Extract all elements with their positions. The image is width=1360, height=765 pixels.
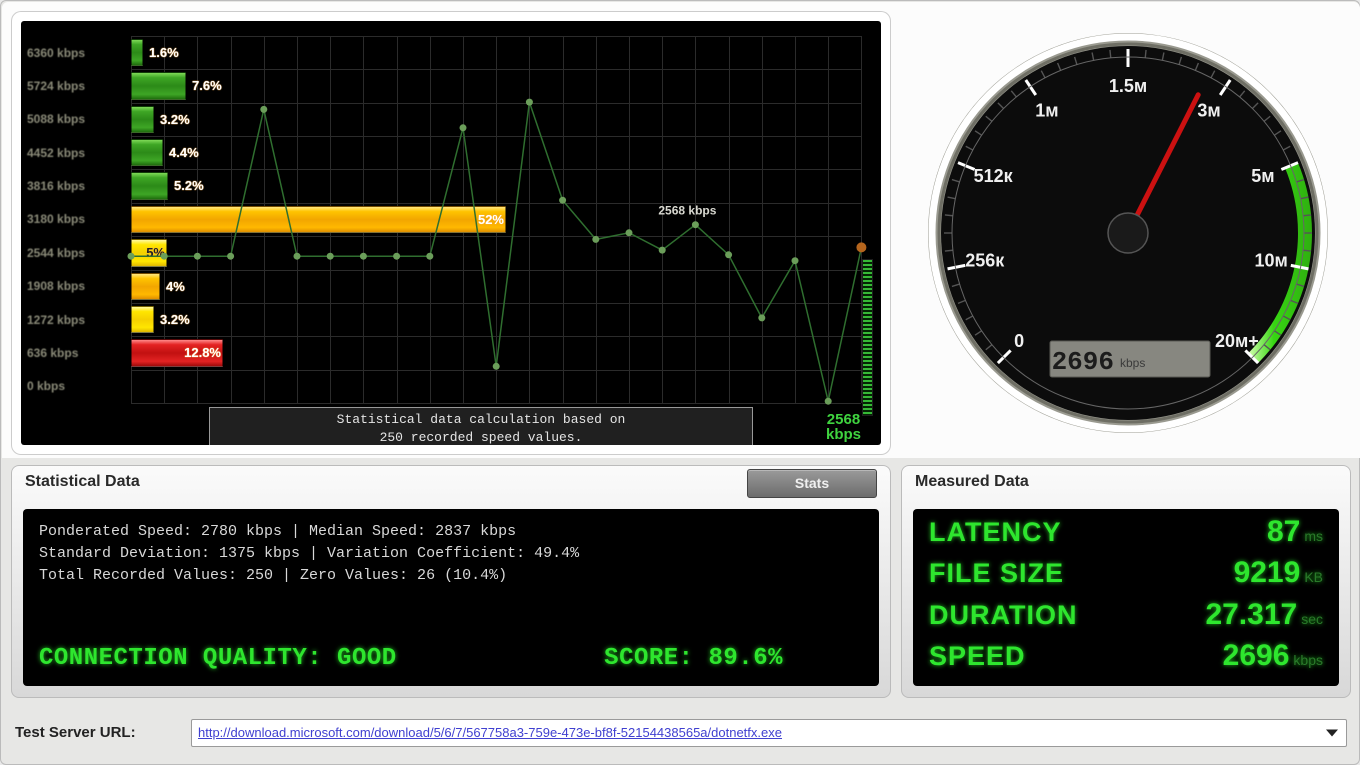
svg-text:10м: 10м (1255, 251, 1288, 271)
svg-text:5м: 5м (1251, 166, 1274, 186)
svg-text:1.5м: 1.5м (1109, 76, 1147, 96)
svg-text:1м: 1м (1035, 101, 1058, 121)
svg-text:512к: 512к (974, 166, 1014, 186)
svg-text:kbps: kbps (1120, 356, 1145, 370)
svg-text:2568 kbps: 2568 kbps (658, 204, 716, 218)
svg-text:0: 0 (1014, 331, 1024, 351)
svg-text:256к: 256к (965, 251, 1005, 271)
svg-text:2696: 2696 (1052, 347, 1114, 377)
svg-text:3м: 3м (1197, 101, 1220, 121)
svg-text:20м+: 20м+ (1215, 331, 1259, 351)
